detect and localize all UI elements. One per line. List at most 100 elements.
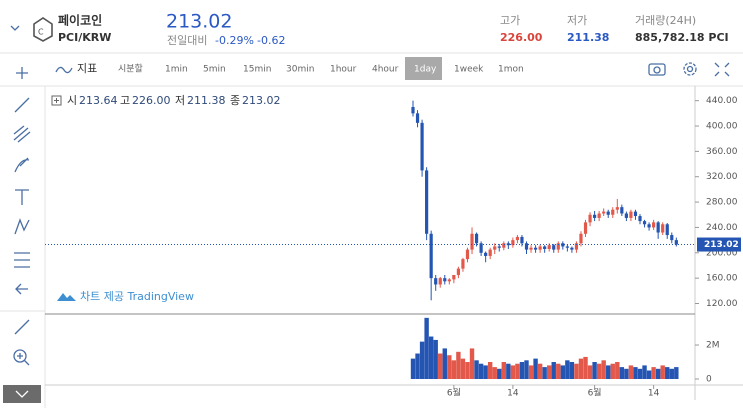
interval-button[interactable]: 1day (414, 65, 437, 75)
volume-bar (665, 367, 670, 379)
interval-button[interactable]: 시분할 (118, 64, 143, 75)
volume-bar (492, 367, 497, 379)
volume-bar (624, 368, 629, 379)
volume-bar (642, 365, 647, 379)
candle-body (425, 170, 429, 234)
volume-bar (619, 367, 625, 379)
interval-button[interactable]: 15min (243, 65, 271, 75)
candle-body (484, 252, 488, 256)
volume-bar (410, 358, 416, 379)
legend-label: 종 (230, 94, 240, 107)
high: 226.00 (500, 31, 543, 44)
volume-bar (637, 368, 643, 379)
candle-body (588, 214, 592, 223)
settings-icon[interactable] (683, 62, 697, 76)
zoom-tool[interactable] (13, 349, 30, 366)
volume-bar (646, 370, 652, 379)
watermark[interactable]: 차트 제공 TradingView (80, 290, 194, 303)
change-pct: -0.29% (215, 34, 254, 47)
candle-body (593, 214, 597, 218)
camera-icon[interactable] (648, 63, 666, 76)
candle-body (642, 221, 647, 225)
y-tick-label: 400.00 (706, 122, 738, 132)
legend-label: 시 (67, 94, 77, 107)
volume-bar (587, 365, 593, 379)
back-tool[interactable] (15, 283, 28, 295)
volume-label: 거래량(24H) (635, 14, 696, 27)
volume-bar (533, 358, 538, 379)
candle-body (461, 259, 465, 269)
candle-body (420, 122, 424, 171)
candle-body (565, 246, 569, 248)
line-tool[interactable] (14, 97, 30, 113)
candle-body (633, 211, 638, 217)
candle-body (470, 233, 474, 250)
candle-body (543, 246, 547, 249)
candle-body (583, 222, 588, 234)
collapse-button[interactable] (3, 385, 41, 403)
interval-button[interactable]: 1hour (330, 65, 357, 75)
volume-bar (433, 339, 438, 379)
volume-bar (506, 363, 511, 379)
candle-body (579, 233, 583, 244)
fullscreen-icon[interactable] (714, 62, 730, 77)
interval-button[interactable]: 1week (454, 65, 484, 75)
pair: PCI/KRW (58, 31, 111, 44)
candle-body (661, 224, 665, 233)
candle-body (452, 274, 456, 280)
y-tick-label: 320.00 (706, 172, 738, 182)
legend-toggle[interactable] (51, 95, 62, 106)
candle-body (415, 113, 420, 123)
volume-bar (424, 317, 429, 379)
candle-body (611, 209, 615, 215)
x-tick-label: 14 (507, 389, 519, 399)
price: 213.02 (166, 11, 232, 33)
interval-button[interactable]: 5min (203, 65, 226, 75)
candle-body (502, 243, 506, 248)
volume-bar (633, 367, 638, 379)
volume-bar (651, 367, 656, 379)
pattern-tool[interactable] (14, 218, 30, 235)
projection-tool[interactable] (14, 252, 30, 268)
brush-tool[interactable] (14, 157, 30, 173)
candle-body (597, 213, 601, 218)
volume-bar (442, 348, 447, 379)
interval-button[interactable]: 1min (165, 65, 188, 75)
crosshair-tool[interactable] (16, 67, 28, 79)
volume-bar (669, 368, 674, 379)
fib-tool[interactable] (13, 125, 31, 143)
legend-value: 226.00 (132, 94, 171, 107)
candle-body (620, 207, 624, 214)
dropdown[interactable] (10, 25, 20, 31)
volume-bar (478, 363, 484, 379)
volume-bar (578, 358, 584, 379)
candle-body (506, 243, 510, 246)
volume-bar (601, 360, 606, 379)
candle-body (656, 222, 660, 233)
interval-button[interactable]: 30min (286, 65, 314, 75)
volume-bar (469, 348, 475, 379)
volume-bar (551, 362, 556, 379)
candle-body (606, 211, 610, 215)
interval-button[interactable]: 4hour (372, 65, 399, 75)
volume-bar (456, 351, 461, 379)
candle-body (615, 207, 619, 210)
volume-bar (524, 360, 529, 379)
volume-bar (519, 362, 525, 379)
legend-value: 213.02 (242, 94, 281, 107)
ruler-tool[interactable] (14, 319, 30, 335)
indicator-button[interactable]: 지표 (77, 62, 97, 75)
candle-body (438, 278, 442, 285)
y-tick-label: 280.00 (706, 198, 738, 208)
y-tick-label: 2M (706, 341, 720, 351)
indicator-icon (55, 66, 73, 74)
candle-body (511, 240, 515, 246)
candle-body (447, 279, 451, 282)
text-tool[interactable] (15, 189, 29, 205)
watermark-logo (57, 293, 76, 301)
interval-button[interactable]: 1mon (498, 65, 524, 75)
volume-bar (415, 353, 420, 379)
change-label: 전일대비 (167, 33, 207, 47)
coin-logo: C (33, 17, 53, 42)
x-tick-label: 6월 (588, 387, 602, 399)
